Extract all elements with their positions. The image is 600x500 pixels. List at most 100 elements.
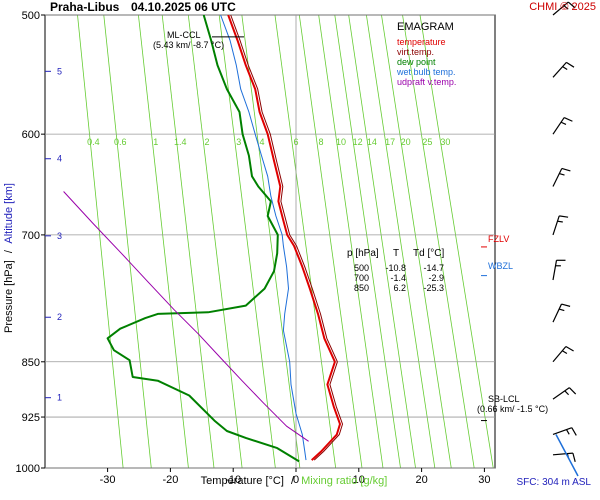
mixing-ratio-line (402, 15, 475, 468)
wind-barb (552, 387, 577, 400)
table-cell: -25.3 (423, 283, 444, 293)
mixing-ratio-line (103, 15, 152, 468)
legend-entry-dew-point: dew point (397, 57, 436, 67)
table-header-p: p [hPa] (347, 248, 379, 259)
wind-barb-staff (552, 215, 560, 236)
mixing-ratio-line (77, 15, 124, 468)
table-cell: 700 (354, 273, 369, 283)
wind-barb-staff (552, 387, 570, 400)
surface-wind-vector (555, 434, 579, 477)
series-line-wet-bulb (220, 15, 307, 461)
mixing-ratio-label: 17 (385, 137, 395, 147)
legend-entry-temperature: temperature (397, 37, 446, 47)
wind-barb (552, 117, 573, 135)
wbzl-label: WBZL (488, 261, 513, 271)
y-axis-label: Pressure [hPa] / Altitude [km] (3, 183, 15, 333)
fzlv-label: FZLV (488, 234, 509, 244)
mixing-ratio-label: 12 (353, 137, 363, 147)
x-axis-label: Temperature [°C] / Mixing ratio [g/kg] (201, 475, 388, 487)
mixing-ratio-line (381, 15, 452, 468)
mixing-ratio-line (298, 15, 363, 468)
altitude-tick-label: 3 (57, 231, 62, 241)
mixing-ratio-label: 25 (422, 137, 432, 147)
wind-barb-feather (563, 5, 569, 10)
mixing-ratio-label: 8 (319, 137, 324, 147)
summary-table: p [hPa] T Td [°C] 500 -10.8 -14.7 700 -1… (347, 248, 444, 293)
copyright-label: CHMI © 2025 (529, 1, 596, 13)
table-header-td: Td [°C] (413, 248, 444, 259)
mixing-ratio-label: 6 (294, 137, 299, 147)
pressure-tick-label: 500 (22, 10, 40, 22)
ml-ccl-value: (5.43 km/ -8.7 °C) (153, 40, 224, 50)
wind-barb-feather (558, 308, 565, 312)
mixing-ratio-line (274, 15, 337, 468)
temperature-tick-label: -10 (225, 474, 241, 486)
temperature-tick-label: -20 (162, 474, 178, 486)
wind-barb-feather (572, 452, 576, 462)
mixing-ratio-line (318, 15, 384, 468)
sfc-label: SFC: 304 m ASL (517, 477, 592, 488)
mixing-ratio-line (419, 15, 494, 468)
wind-barb-feather (562, 66, 568, 70)
mixing-ratio-label: 14 (367, 137, 377, 147)
mixing-ratio-label: 4 (259, 137, 264, 147)
pressure-tick-label: 925 (22, 412, 40, 424)
altitude-tick-label: 5 (57, 66, 62, 76)
altitude-tick-label: 4 (57, 154, 62, 164)
wind-barb-feather (561, 303, 571, 307)
mixing-ratio-line (348, 15, 416, 468)
mixing-ratio-line (334, 15, 401, 468)
legend-entry-updraft: udpraft v.temp. (397, 77, 456, 87)
mixing-ratio-axis-label: Mixing ratio [g/kg] (301, 475, 387, 487)
wind-barb (552, 167, 571, 187)
mixing-ratio-label: 1 (153, 137, 158, 147)
sb-lcl-label: SB-LCL (488, 394, 520, 404)
ml-ccl-label: ML-CCL (167, 30, 201, 40)
wind-barb-staff (552, 346, 567, 363)
wind-barb-feather (559, 172, 565, 176)
sb-lcl-value: (0.66 km/ -1.5 °C) (477, 404, 548, 414)
table-cell: -14.7 (423, 263, 444, 273)
wind-barb-feather (561, 350, 568, 355)
wind-barb-staff (552, 168, 563, 187)
station-title: Praha-Libus (50, 0, 120, 14)
mixing-ratio-label: 0.4 (87, 137, 100, 147)
mixing-ratio-label: 2 (205, 137, 210, 147)
series-line-virt-temp (230, 15, 343, 461)
wind-barb-feather (560, 121, 567, 126)
legend-title: EMAGRAM (397, 21, 454, 33)
pressure-tick-label: 600 (22, 129, 40, 141)
wind-barb-feather (565, 345, 574, 352)
wind-barb (552, 452, 576, 462)
mixing-ratio-label: 30 (440, 137, 450, 147)
pressure-axis-label: Pressure [hPa] (3, 260, 15, 333)
wind-barb-staff (552, 61, 567, 78)
mixing-ratio-line (241, 15, 301, 468)
wind-barb-feather (567, 1, 576, 9)
wind-barb-staff (552, 117, 565, 135)
wind-barb-feather (565, 429, 570, 435)
table-cell: -2.9 (428, 273, 444, 283)
axis-label-separator: / (3, 249, 15, 253)
table-cell: 6.2 (393, 283, 406, 293)
wind-barb (552, 1, 576, 16)
series-line-temperature (227, 15, 341, 461)
wind-barb-feather (559, 215, 569, 218)
x-axis-label-separator: / (291, 475, 295, 487)
temperature-tick-label: 30 (478, 474, 490, 486)
wind-barb-staff (552, 303, 563, 323)
wind-barb-staff (552, 452, 573, 456)
temperature-axis-label: Temperature [°C] (201, 475, 284, 487)
altitude-tick-label: 2 (57, 312, 62, 322)
mixing-ratio-label: 20 (401, 137, 411, 147)
mixing-ratio-line (138, 15, 189, 468)
mixing-ratio-line (187, 15, 243, 468)
mixing-ratio-line (161, 15, 215, 468)
temperature-tick-label: 0 (293, 474, 299, 486)
wind-barb (552, 303, 571, 323)
mixing-ratio-line (218, 15, 276, 468)
table-cell: 500 (354, 263, 369, 273)
wind-barb-feather (566, 61, 575, 68)
wind-barb-feather (568, 387, 577, 395)
